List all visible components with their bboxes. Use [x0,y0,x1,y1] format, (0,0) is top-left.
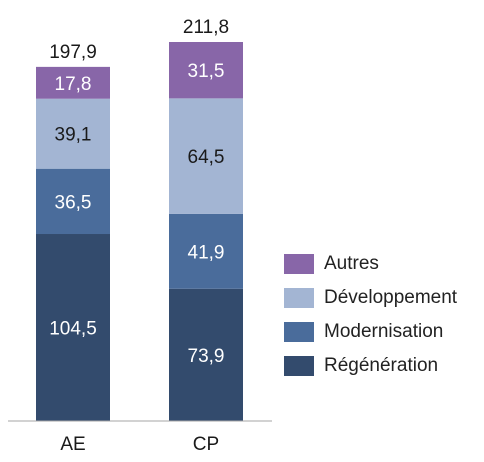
legend-swatch-modernisation [284,322,314,342]
x-tick-label-ae: AE [60,434,85,455]
legend: Autres Développement Modernisation Régén… [284,247,457,383]
legend-swatch-autres [284,254,314,274]
legend-swatch-developpement [284,288,314,308]
bar-cp-developpement [169,98,243,214]
legend-swatch-regeneration [284,356,314,376]
labels-group: 104,5 36,5 39,1 17,8 197,9 AE 73,9 41,9 64,5 31,5… [49,17,229,455]
bars-group [36,42,243,421]
bar-ae-regeneration [36,234,110,421]
legend-item-modernisation: Modernisation [284,315,457,349]
data-label-cp-regeneration: 73,9 [188,346,225,367]
legend-label-developpement: Développement [324,287,458,308]
bar-ae-developpement [36,98,110,169]
x-tick-label-cp: CP [193,434,219,455]
legend-item-autres: Autres [284,247,457,281]
bar-cp-autres [169,42,243,99]
data-label-cp-autres: 31,5 [188,61,225,82]
bar-ae-modernisation [36,168,110,235]
data-label-ae-modernisation: 36,5 [55,192,92,213]
legend-label-autres: Autres [324,253,379,274]
total-label-cp: 211,8 [183,17,229,38]
data-label-cp-developpement: 64,5 [188,147,225,168]
bar-cp-modernisation [169,213,243,289]
legend-item-developpement: Développement [284,281,457,315]
total-label-ae: 197,9 [49,42,97,63]
bar-cp-regeneration [169,288,243,421]
data-label-ae-autres: 17,8 [55,74,92,95]
data-label-cp-modernisation: 41,9 [188,242,225,263]
data-label-ae-regeneration: 104,5 [49,319,97,340]
legend-label-modernisation: Modernisation [324,321,444,342]
legend-label-regeneration: Régénération [324,355,439,376]
bar-ae-autres [36,66,110,99]
legend-item-regeneration: Régénération [284,349,457,383]
data-label-ae-developpement: 39,1 [55,125,92,146]
